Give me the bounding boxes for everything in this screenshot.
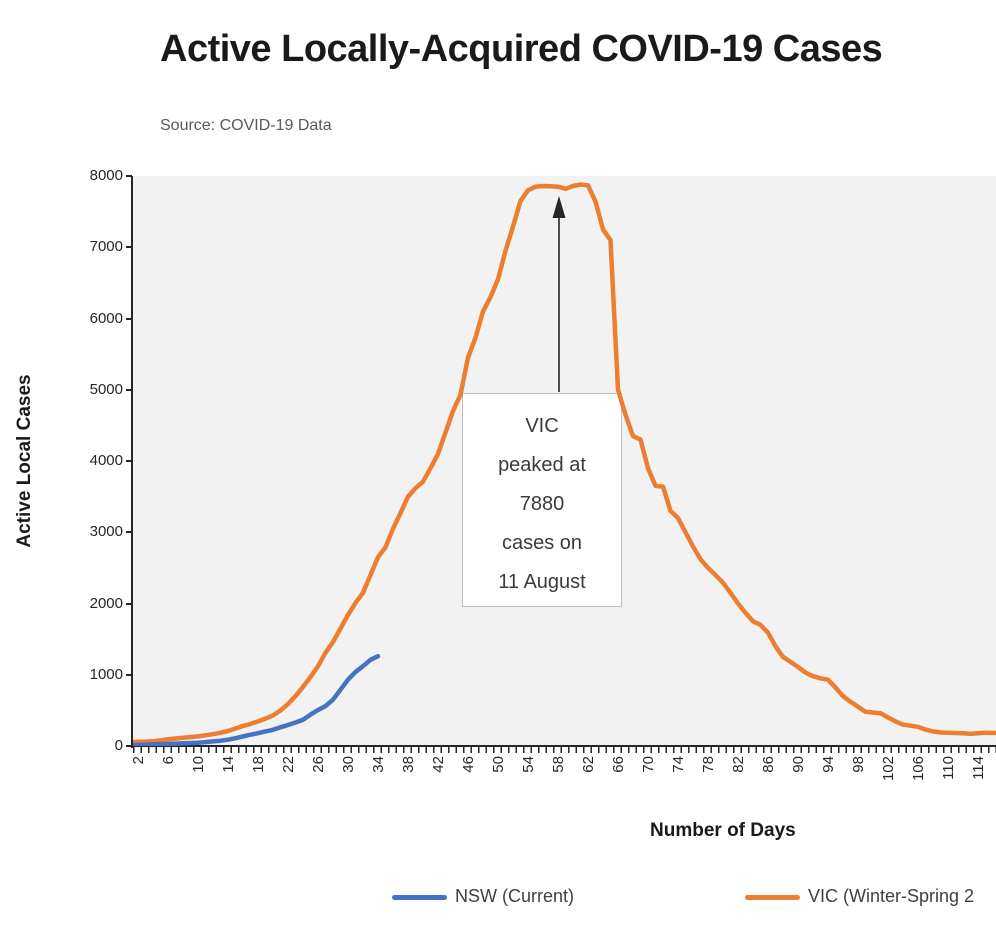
annotation-callout: VIC peaked at 7880 cases on 11 August [462, 393, 622, 607]
y-tick-mark [126, 460, 132, 462]
y-axis-title: Active Local Cases [14, 374, 35, 548]
x-tick-label: 26 [310, 756, 327, 773]
x-tick-label: 114 [970, 756, 987, 780]
y-tick-mark [126, 388, 132, 391]
y-tick-mark [126, 246, 132, 249]
y-tick-mark [126, 745, 132, 747]
y-tick-mark [126, 673, 132, 676]
y-tick-label: 7000 [89, 238, 123, 256]
x-tick-label: 86 [760, 756, 777, 773]
x-tick-label: 102 [880, 756, 897, 782]
chart-subtitle: Source: COVID-19 Data [160, 117, 332, 134]
y-tick-label: 4000 [89, 452, 123, 469]
x-tick-label: 10 [190, 756, 207, 773]
x-axis-title: Number of Days [650, 820, 796, 841]
x-tick-label: 30 [340, 756, 357, 773]
x-tick-label: 98 [850, 756, 867, 773]
x-tick-label: 66 [610, 756, 627, 773]
vic-legend-label: VIC (Winter-Spring 2 [808, 886, 975, 906]
annotation-text-line: VIC [525, 415, 559, 437]
nsw-legend-label: NSW (Current) [455, 886, 575, 906]
annotation-text-line: cases on [501, 532, 583, 554]
y-tick-label: 5000 [89, 380, 123, 398]
y-tick-label: 3000 [89, 523, 123, 541]
y-tick-mark [126, 602, 132, 605]
y-tick-label: 2000 [89, 594, 123, 612]
x-tick-label: 58 [550, 756, 567, 773]
x-tick-label: 34 [370, 756, 387, 773]
x-tick-label: 50 [490, 756, 507, 773]
x-axis-minor-ticks [133, 747, 996, 753]
x-tick-label: 82 [730, 756, 747, 773]
y-tick-mark [126, 317, 132, 320]
x-tick-label: 62 [580, 756, 597, 773]
x-tick-label: 78 [700, 756, 717, 773]
annotation-arrow-head [552, 196, 566, 218]
x-tick-label: 74 [670, 756, 687, 773]
y-tick-label: 6000 [89, 309, 123, 327]
x-tick-label: 14 [220, 756, 237, 773]
y-tick-label: 1000 [89, 665, 123, 683]
y-axis-line [131, 176, 133, 748]
x-tick-label: 106 [910, 756, 927, 782]
x-tick-label: 2 [130, 756, 147, 765]
legend: NSW (Current) VIC (Winter-Spring 2 [0, 886, 996, 910]
y-tick-label: 8000 [89, 167, 123, 184]
series-layer [133, 182, 996, 746]
annotation-text-line: 7880 [519, 493, 565, 515]
x-tick-label: 22 [280, 756, 297, 773]
x-tick-label: 70 [640, 756, 657, 773]
nsw-series-line [133, 653, 381, 746]
x-tick-label: 38 [400, 756, 417, 773]
x-tick-label: 46 [460, 756, 477, 773]
y-tick-label: 0 [114, 737, 123, 754]
nsw-legend-swatch [392, 895, 447, 900]
annotation-text-line: 11 August [498, 571, 586, 593]
y-tick-mark [126, 175, 132, 177]
vic-series-line [133, 182, 996, 745]
x-tick-label: 42 [430, 756, 447, 773]
y-tick-mark [126, 531, 132, 534]
x-axis-line [126, 745, 996, 747]
x-tick-label: 18 [250, 756, 267, 773]
x-tick-label: 90 [790, 756, 807, 773]
vic-legend-swatch [745, 895, 800, 900]
annotation-text-line: peaked at [498, 454, 586, 476]
x-tick-label: 94 [820, 756, 837, 773]
x-tick-label: 6 [160, 756, 177, 765]
x-tick-label: 54 [520, 756, 537, 773]
x-tick-label: 110 [940, 756, 957, 780]
chart-title: Active Locally-Acquired COVID-19 Cases [160, 28, 883, 70]
